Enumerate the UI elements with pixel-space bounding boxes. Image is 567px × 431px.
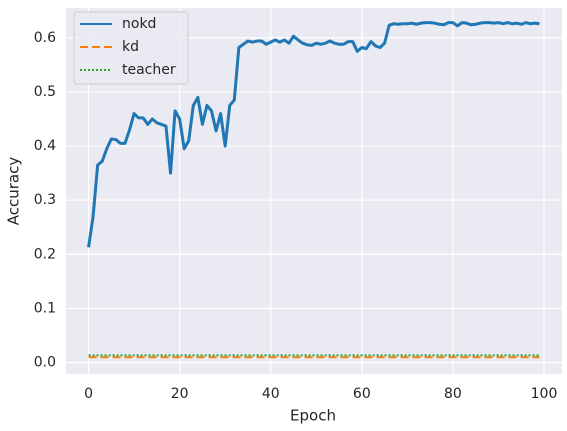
y-tick-label: 0.3 <box>34 192 56 208</box>
legend-label: nokd <box>122 16 156 32</box>
y-tick-label: 0.1 <box>34 300 56 316</box>
y-axis-label: Accuracy <box>5 157 23 226</box>
x-tick-label: 60 <box>353 386 371 402</box>
y-tick-label: 0.5 <box>34 84 56 100</box>
legend-label: teacher <box>122 62 176 78</box>
y-tick-label: 0.4 <box>34 138 56 154</box>
legend-box <box>73 11 189 85</box>
x-tick-label: 100 <box>531 386 558 402</box>
x-tick-label: 0 <box>84 386 93 402</box>
y-tick-label: 0.0 <box>34 355 56 371</box>
x-tick-label: 20 <box>171 386 189 402</box>
y-tick-label: 0.2 <box>34 246 56 262</box>
y-tick-label: 0.6 <box>34 30 56 46</box>
series-line <box>87 21 540 248</box>
x-axis-label: Epoch <box>290 407 336 425</box>
x-tick-label: 80 <box>444 386 462 402</box>
legend-label: kd <box>122 39 139 55</box>
x-tick-label: 40 <box>262 386 280 402</box>
